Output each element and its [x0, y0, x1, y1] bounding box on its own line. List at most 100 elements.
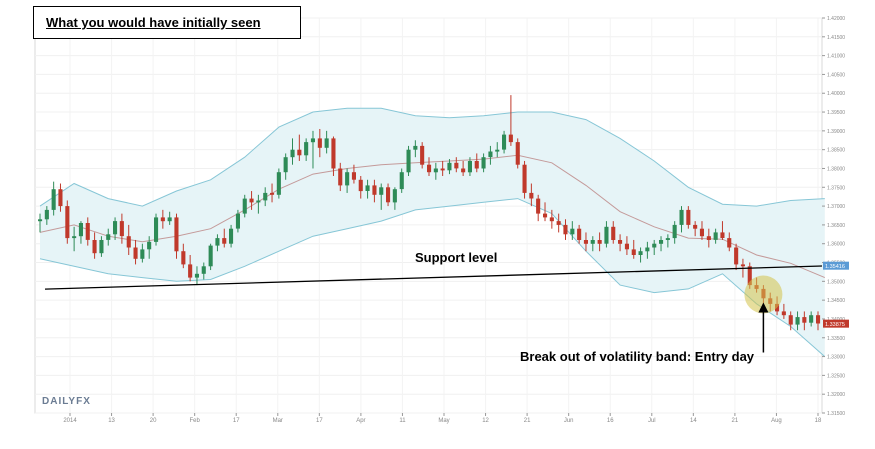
candle-body	[399, 172, 404, 190]
candle-body	[713, 232, 718, 240]
candle-body	[119, 221, 124, 237]
candle-body	[672, 224, 677, 239]
y-tick-label: 1.33500	[827, 336, 845, 342]
price-tag-label: 1.35416	[825, 264, 845, 270]
candle	[515, 138, 520, 169]
candle	[140, 243, 145, 263]
brand-logo: DAILYFX	[42, 396, 91, 407]
candle	[529, 183, 534, 207]
candle-body	[85, 223, 90, 240]
candle-body	[106, 234, 111, 240]
candle-body	[351, 172, 356, 180]
candle-body	[358, 179, 363, 192]
candle-body	[563, 224, 568, 235]
candle	[597, 232, 602, 252]
x-tick-label: 18	[815, 418, 822, 424]
candle-body	[734, 247, 739, 265]
candle-body	[215, 238, 220, 246]
candle	[297, 134, 302, 161]
y-tick-label: 1.42000	[827, 16, 845, 22]
candle	[638, 247, 643, 263]
x-tick-label: 14	[690, 418, 697, 424]
x-tick-label: 16	[607, 418, 614, 424]
candle-body	[583, 240, 588, 244]
candle-body	[154, 217, 159, 242]
candle	[420, 142, 425, 169]
x-tick-label: 17	[233, 418, 240, 424]
candle	[310, 130, 315, 169]
candle	[331, 136, 336, 176]
price-tag-box	[823, 261, 849, 270]
candle	[92, 232, 97, 259]
x-tick-label: Mar	[273, 418, 283, 424]
candle-body	[454, 162, 459, 169]
candle	[720, 221, 725, 240]
x-tick-label: May	[438, 418, 449, 424]
x-tick-label: Feb	[189, 418, 200, 424]
candle	[351, 164, 356, 184]
bollinger-band-fill	[40, 108, 825, 357]
bollinger-bands	[39, 107, 826, 357]
candle-body	[99, 240, 104, 254]
candle	[461, 160, 466, 176]
y-tick-label: 1.37500	[827, 185, 845, 191]
candle	[133, 239, 138, 265]
support-line	[44, 265, 823, 290]
candle-body	[467, 161, 472, 173]
candle-body	[447, 162, 452, 171]
candle	[85, 217, 90, 246]
candle-body	[324, 138, 329, 148]
candle-body	[283, 157, 288, 173]
candle	[65, 200, 70, 244]
candle-body	[802, 317, 807, 323]
candle	[816, 311, 821, 331]
candle	[440, 160, 445, 176]
candle	[304, 138, 309, 161]
candle	[713, 228, 718, 244]
candle	[679, 206, 684, 233]
candle	[256, 194, 261, 214]
candle	[160, 209, 165, 229]
candle-body	[529, 192, 534, 199]
candle	[802, 311, 807, 331]
entry-arrow-head	[758, 302, 769, 313]
candle	[618, 234, 623, 252]
candle-body	[631, 249, 636, 255]
candle-body	[133, 247, 138, 259]
candle	[508, 95, 513, 146]
candle	[270, 183, 275, 203]
candle	[672, 221, 677, 244]
candle-body	[72, 236, 77, 239]
candle-body	[679, 209, 684, 225]
candle	[577, 224, 582, 244]
candle-body	[495, 149, 500, 152]
candle-body	[686, 209, 691, 225]
y-tick-label: 1.34500	[827, 298, 845, 304]
candle	[652, 239, 657, 255]
candle	[474, 153, 479, 173]
entry-day-label: Break out of volatility band: Entry day	[520, 349, 755, 364]
candle-body	[618, 240, 623, 244]
candle-body	[113, 221, 118, 235]
x-tick-label: Aug	[771, 418, 782, 424]
candle	[242, 194, 247, 218]
candle	[488, 145, 493, 165]
candle-body	[208, 245, 213, 267]
candle	[631, 239, 636, 259]
candle-body	[38, 219, 43, 222]
candle	[734, 243, 739, 271]
candle	[208, 243, 213, 271]
candle-body	[345, 172, 350, 186]
candle	[467, 157, 472, 176]
candle-body	[577, 228, 582, 240]
candle-body	[174, 217, 179, 252]
chart-title: What you would have initially seen	[46, 15, 261, 30]
candle	[222, 228, 227, 248]
x-tick-label: Apr	[356, 418, 365, 424]
candle-body	[433, 168, 438, 173]
candle-body	[727, 238, 732, 248]
candle	[693, 221, 698, 237]
candle-body	[65, 206, 70, 239]
candle-body	[317, 138, 322, 148]
